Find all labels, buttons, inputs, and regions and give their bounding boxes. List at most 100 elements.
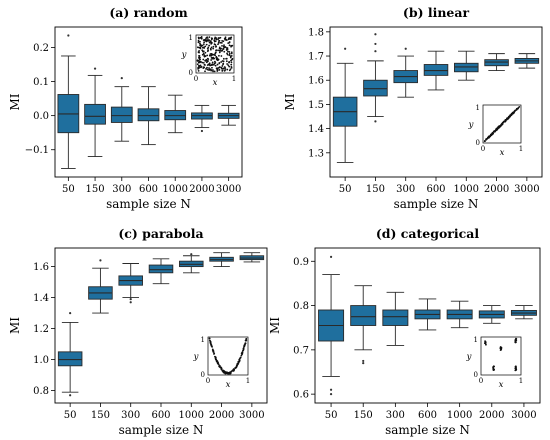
inset-point (225, 60, 228, 63)
inset-point (507, 116, 510, 119)
x-axis-label: sample size N (106, 197, 191, 211)
inset-point (208, 62, 211, 65)
inset-point (484, 342, 486, 345)
inset-scatter: 0 1 0 1 x y (466, 336, 524, 390)
outlier-point (99, 259, 102, 262)
box-body (57, 351, 83, 367)
inset-point (215, 55, 218, 58)
inset-point (210, 46, 213, 49)
inset-point (215, 37, 218, 40)
ytick-label: 1.2 (33, 324, 49, 335)
inset-point (214, 64, 217, 67)
inset-point (203, 41, 206, 44)
inset-xtick-label: 0 (194, 75, 198, 83)
inset-point (207, 49, 210, 52)
inset-point (199, 40, 201, 43)
inset-point (226, 371, 229, 374)
inset-point (229, 37, 231, 40)
xtick-label: 150 (91, 410, 110, 421)
inset-point (205, 68, 207, 70)
box-50 (318, 255, 345, 396)
box-2000 (209, 252, 234, 268)
inset-point (228, 52, 231, 55)
inset-point (202, 67, 205, 70)
xtick-label: 2000 (189, 184, 214, 195)
inset-x-label: x (499, 380, 504, 390)
box-600 (137, 86, 160, 146)
inset-point (213, 39, 216, 42)
inset-point (208, 54, 211, 57)
box-300 (382, 291, 409, 346)
ytick-label: 1.0 (33, 355, 49, 366)
inset-point (233, 369, 235, 372)
inset-point (223, 44, 225, 47)
inset-point (207, 63, 210, 66)
inset-point (495, 129, 498, 132)
inset-point (202, 58, 205, 61)
inset-point (228, 51, 231, 53)
inset-point (218, 51, 221, 54)
inset-point (198, 55, 200, 57)
inset-y-label: y (466, 352, 472, 362)
inset-xtick-label: 1 (232, 75, 236, 83)
ytick-label: 0.2 (33, 43, 49, 54)
inset-ytick-label: 0 (189, 69, 193, 77)
xtick-label: 1000 (447, 410, 472, 421)
outlier-point (374, 33, 377, 36)
inset-point (514, 341, 517, 344)
inset-point (225, 49, 228, 51)
outlier-point (404, 47, 407, 50)
inset-point (202, 39, 205, 42)
inset-point (230, 61, 233, 64)
inset-point (215, 38, 218, 41)
xtick-label: 50 (64, 410, 77, 421)
inset-point (202, 61, 205, 64)
inset-point (499, 346, 502, 349)
inset-xtick-label: 1 (519, 145, 523, 153)
inset-point (199, 36, 202, 39)
inset-point (204, 39, 207, 42)
box-1000 (179, 253, 204, 274)
inset-point (221, 39, 224, 42)
inset-point (215, 49, 217, 52)
inset-point (218, 37, 221, 40)
inset-point (227, 64, 230, 67)
box-body (363, 79, 388, 97)
box-300 (393, 47, 418, 98)
inset-point (207, 58, 210, 61)
inset-point (214, 40, 217, 43)
inset-point (228, 69, 231, 72)
inset-point (513, 110, 516, 113)
inset-point (518, 106, 521, 108)
inset-point (231, 44, 234, 47)
inset-point (230, 52, 233, 55)
inset-xtick-label: 0 (206, 377, 210, 385)
inset-point (201, 46, 204, 49)
ytick-label: 0.0 (33, 111, 49, 122)
xtick-label: 50 (62, 184, 75, 195)
inset-point (240, 352, 243, 355)
ytick-label: 1.7 (308, 52, 324, 63)
xtick-label: 2000 (484, 184, 509, 195)
inset-point (511, 112, 514, 114)
inset-point (205, 58, 208, 61)
inset-point (228, 44, 231, 47)
box-body (382, 309, 409, 326)
inset-ytick-label: 0 (476, 139, 480, 147)
inset-point (228, 372, 231, 375)
outlier-point (362, 362, 365, 365)
chart-title: (c) parabola (118, 226, 203, 241)
xtick-label: 600 (151, 410, 170, 421)
inset-point (485, 138, 488, 141)
outlier-point (329, 388, 333, 391)
inset-point (217, 58, 219, 61)
inset-point (514, 365, 517, 368)
inset-point (226, 47, 229, 49)
inset-point (514, 109, 517, 112)
xtick-label: 1000 (454, 184, 479, 195)
inset-point (222, 48, 225, 50)
inset-point (210, 42, 213, 44)
inset-point (222, 62, 225, 65)
